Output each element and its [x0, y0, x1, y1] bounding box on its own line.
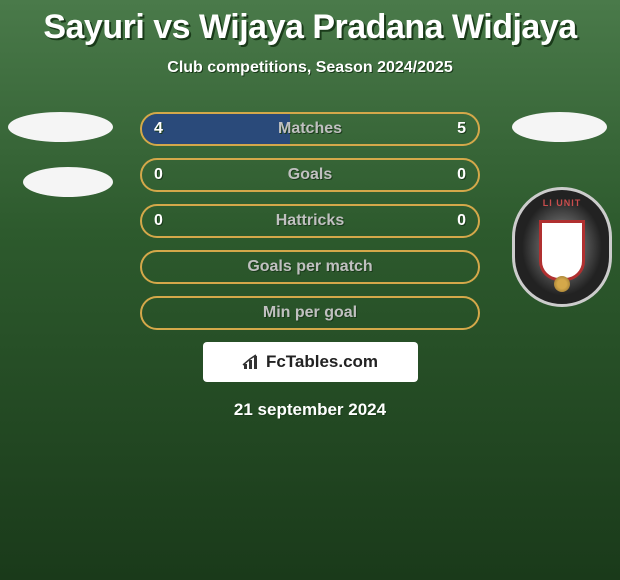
right-badge-1	[512, 112, 607, 142]
watermark: FcTables.com	[203, 342, 418, 382]
stat-label: Matches	[278, 120, 342, 138]
stat-label: Hattricks	[276, 212, 344, 230]
stat-right-value: 5	[457, 120, 466, 138]
ball-icon	[554, 276, 570, 292]
stat-row-gpm: Goals per match	[140, 250, 480, 284]
stat-label: Goals	[288, 166, 332, 184]
stat-right-value: 0	[457, 166, 466, 184]
comparison-content: 4 Matches 5 0 Goals 0 0 Hattricks 0 Goal…	[0, 112, 620, 420]
stat-fill	[142, 114, 290, 144]
date-text: 21 september 2024	[0, 400, 620, 420]
right-club-logo	[512, 187, 612, 307]
left-badge-1	[8, 112, 113, 142]
stats-bars: 4 Matches 5 0 Goals 0 0 Hattricks 0 Goal…	[140, 112, 480, 330]
left-player-badges	[8, 112, 113, 222]
chart-icon	[242, 354, 262, 370]
stat-row-matches: 4 Matches 5	[140, 112, 480, 146]
right-player-badges	[512, 112, 612, 307]
stat-left-value: 4	[154, 120, 163, 138]
stat-right-value: 0	[457, 212, 466, 230]
stat-row-goals: 0 Goals 0	[140, 158, 480, 192]
stat-label: Min per goal	[263, 304, 357, 322]
season-subtitle: Club competitions, Season 2024/2025	[0, 59, 620, 77]
stat-left-value: 0	[154, 166, 163, 184]
stat-row-mpg: Min per goal	[140, 296, 480, 330]
stat-row-hattricks: 0 Hattricks 0	[140, 204, 480, 238]
watermark-text: FcTables.com	[266, 352, 378, 372]
page-title: Sayuri vs Wijaya Pradana Widjaya	[0, 0, 620, 47]
stat-left-value: 0	[154, 212, 163, 230]
stat-label: Goals per match	[247, 258, 372, 276]
left-badge-2	[23, 167, 113, 197]
